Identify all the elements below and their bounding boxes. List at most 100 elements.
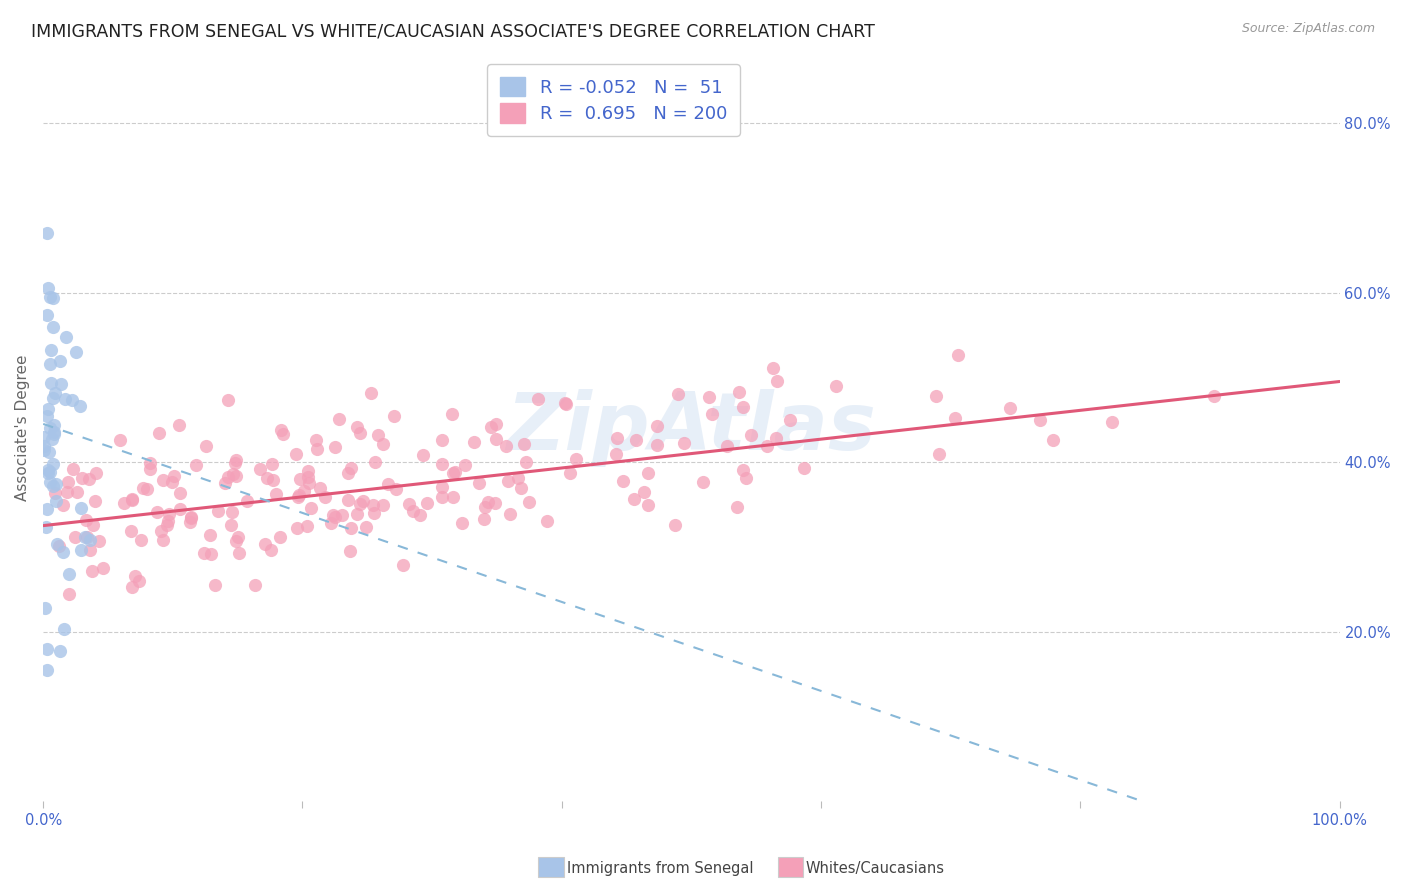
Text: ZipAtlas: ZipAtlas bbox=[506, 389, 876, 467]
Point bbox=[725, 500, 748, 514]
Point bbox=[200, 548, 222, 562]
Point bbox=[128, 574, 150, 588]
Point bbox=[340, 460, 363, 475]
Point bbox=[474, 500, 496, 515]
Point bbox=[37, 401, 59, 416]
Point bbox=[35, 409, 58, 423]
Point bbox=[221, 504, 243, 518]
Point bbox=[440, 408, 463, 422]
Point bbox=[346, 420, 368, 434]
Point bbox=[297, 465, 319, 479]
Point bbox=[253, 536, 276, 550]
Point bbox=[41, 457, 63, 471]
Point bbox=[228, 546, 250, 560]
Point bbox=[60, 392, 83, 407]
Point bbox=[42, 426, 65, 441]
Point bbox=[262, 458, 284, 472]
Point bbox=[297, 470, 319, 484]
Point bbox=[217, 470, 239, 484]
Point bbox=[194, 439, 217, 453]
Point bbox=[204, 578, 226, 592]
Point bbox=[121, 580, 143, 594]
Point bbox=[322, 508, 344, 523]
Point bbox=[633, 485, 655, 500]
Point bbox=[226, 530, 249, 544]
Point bbox=[398, 498, 420, 512]
Point bbox=[673, 435, 696, 450]
Point bbox=[139, 456, 162, 470]
Point bbox=[402, 503, 425, 517]
Y-axis label: Associate's Degree: Associate's Degree bbox=[15, 355, 30, 501]
Point bbox=[49, 644, 72, 658]
Point bbox=[292, 484, 315, 499]
Point bbox=[295, 519, 318, 533]
Point bbox=[180, 510, 202, 524]
Point bbox=[415, 496, 437, 510]
Point bbox=[149, 524, 172, 538]
Legend: R = -0.052   N =  51, R =  0.695   N = 200: R = -0.052 N = 51, R = 0.695 N = 200 bbox=[488, 64, 740, 136]
Point bbox=[285, 521, 308, 535]
Point bbox=[731, 463, 754, 477]
Point bbox=[371, 499, 394, 513]
Point bbox=[145, 505, 167, 519]
Point bbox=[42, 417, 65, 432]
Point bbox=[121, 493, 143, 508]
Point bbox=[62, 462, 84, 476]
Text: Source: ZipAtlas.com: Source: ZipAtlas.com bbox=[1241, 22, 1375, 36]
Point bbox=[35, 663, 58, 677]
Point bbox=[766, 374, 789, 388]
Point bbox=[666, 386, 689, 401]
Point bbox=[664, 517, 686, 532]
Point bbox=[409, 508, 432, 523]
Point bbox=[328, 412, 350, 426]
Point bbox=[299, 501, 322, 516]
Point bbox=[363, 455, 385, 469]
Point bbox=[82, 518, 104, 533]
Point bbox=[645, 438, 668, 452]
Point bbox=[432, 457, 454, 471]
Point bbox=[132, 481, 155, 495]
Point bbox=[256, 471, 278, 485]
Text: Immigrants from Senegal: Immigrants from Senegal bbox=[567, 862, 754, 876]
Point bbox=[58, 475, 80, 490]
Point bbox=[479, 420, 502, 434]
Point bbox=[49, 377, 72, 392]
Point bbox=[48, 539, 70, 553]
Point bbox=[412, 448, 434, 462]
Point bbox=[330, 508, 353, 523]
Point bbox=[361, 498, 384, 512]
Point bbox=[314, 490, 336, 504]
Point bbox=[527, 392, 550, 407]
Point bbox=[450, 516, 472, 530]
Point bbox=[225, 453, 247, 467]
Point bbox=[472, 511, 495, 525]
Point bbox=[35, 520, 58, 534]
Point bbox=[391, 558, 413, 573]
Point bbox=[430, 433, 453, 447]
Point bbox=[39, 475, 62, 490]
Point bbox=[323, 510, 346, 524]
Point bbox=[623, 491, 645, 506]
Point bbox=[453, 458, 475, 472]
Point bbox=[740, 428, 762, 442]
Point bbox=[65, 344, 87, 359]
Point bbox=[35, 226, 58, 240]
Point bbox=[700, 407, 723, 421]
Point bbox=[249, 462, 271, 476]
Point bbox=[1029, 412, 1052, 426]
Point bbox=[432, 480, 454, 494]
Point bbox=[499, 507, 522, 521]
Point bbox=[484, 495, 506, 509]
Point bbox=[309, 481, 332, 495]
Point bbox=[65, 530, 87, 544]
Point bbox=[692, 475, 714, 489]
Point bbox=[443, 490, 465, 504]
Point bbox=[37, 501, 59, 516]
Point bbox=[110, 433, 132, 447]
Point bbox=[167, 418, 190, 433]
Point bbox=[998, 401, 1021, 415]
Point bbox=[77, 472, 100, 486]
Point bbox=[385, 482, 408, 496]
Point bbox=[32, 439, 55, 453]
Point bbox=[284, 447, 307, 461]
